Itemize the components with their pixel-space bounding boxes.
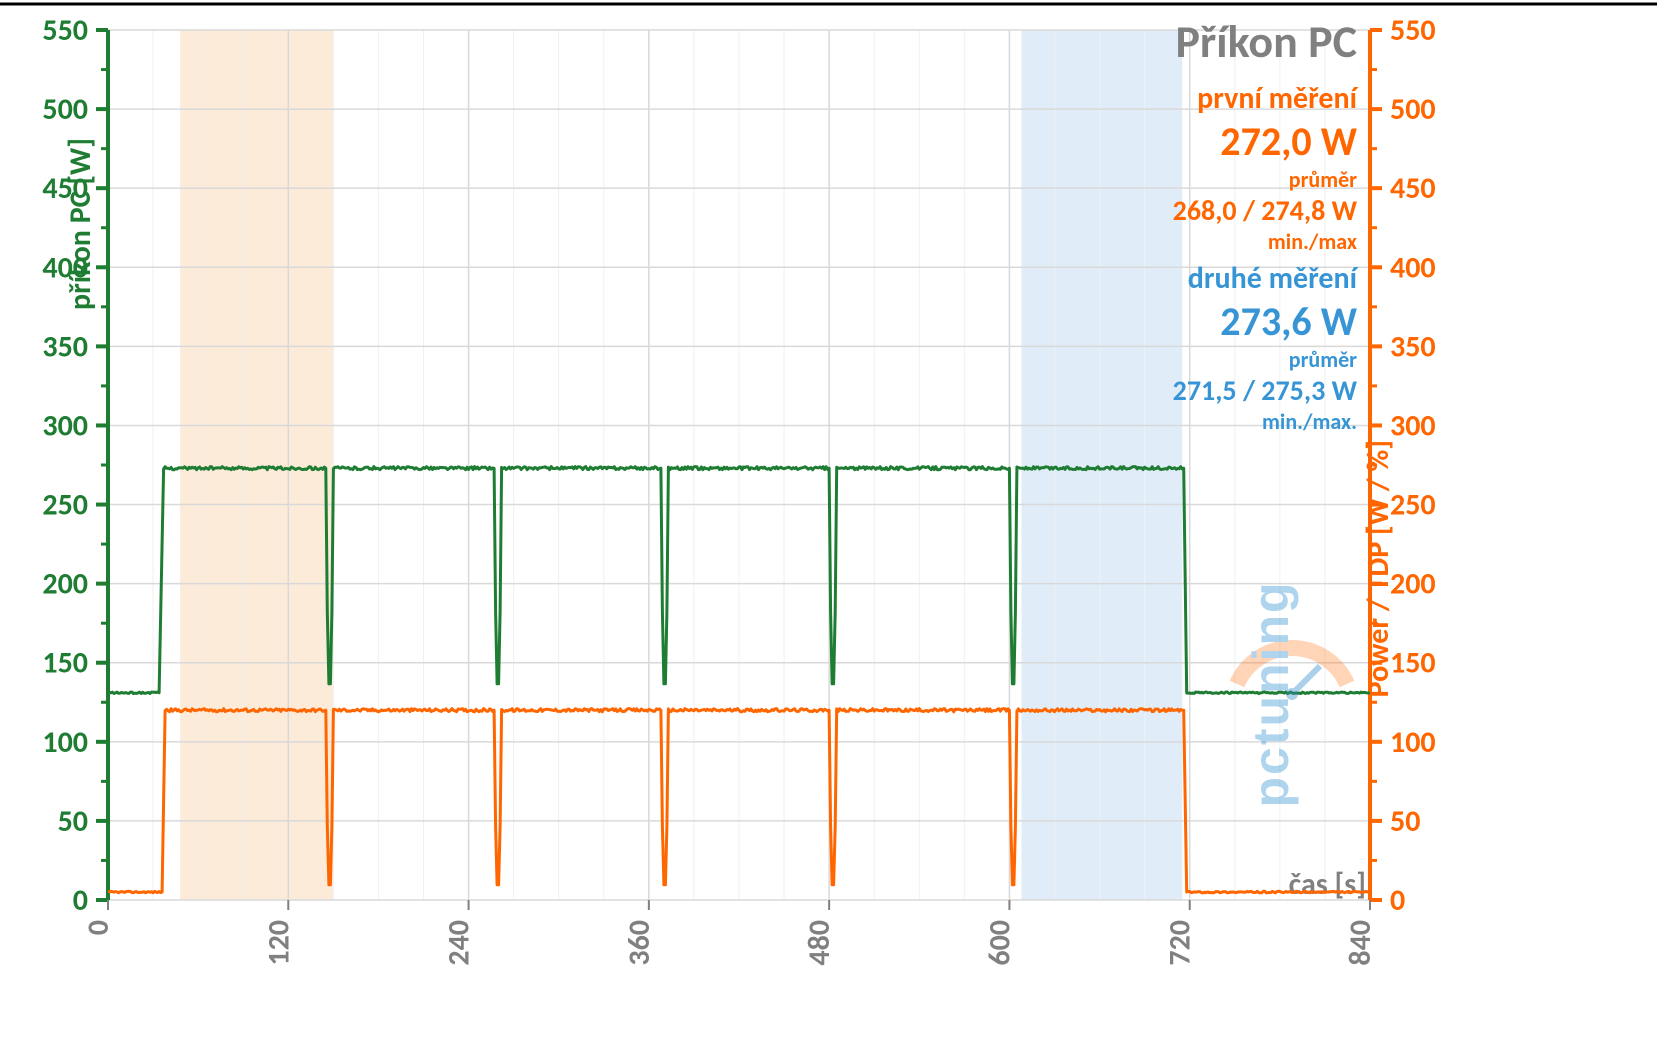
svg-text:Power / TDP [W / %]: Power / TDP [W / %] [1360, 440, 1397, 697]
svg-text:720: 720 [1162, 920, 1199, 966]
stats-first-heading: první měření [1173, 80, 1357, 117]
svg-text:350: 350 [1390, 328, 1436, 365]
svg-text:450: 450 [1390, 170, 1436, 207]
svg-text:300: 300 [1390, 407, 1436, 444]
stats-first-minmax-label: min./max [1173, 228, 1357, 255]
stats-second-minmax: 271,5 / 275,3 W [1173, 373, 1357, 408]
svg-text:350: 350 [42, 328, 88, 365]
svg-text:0: 0 [73, 882, 88, 919]
svg-text:550: 550 [42, 12, 88, 49]
svg-text:0: 0 [80, 920, 117, 935]
svg-text:čas [s]: čas [s] [1289, 866, 1366, 903]
chart-svg: 0 50 100 150 200 250 300 350 400 450 500 550 0 50 100 1… [0, 0, 1657, 1044]
svg-text:480: 480 [801, 920, 838, 966]
stats-second-heading: druhé měření [1173, 260, 1357, 297]
svg-text:550: 550 [1390, 12, 1436, 49]
svg-text:840: 840 [1342, 920, 1379, 966]
svg-text:100: 100 [42, 724, 88, 761]
stats-first: první měření 272,0 W průměr 268,0 / 274,… [1173, 80, 1357, 255]
svg-text:500: 500 [1390, 91, 1436, 128]
svg-text:400: 400 [1390, 249, 1436, 286]
stats-second: druhé měření 273,6 W průměr 271,5 / 275,… [1173, 260, 1357, 435]
stats-first-avg-label: průměr [1173, 166, 1357, 193]
svg-text:100: 100 [1390, 724, 1436, 761]
svg-text:50: 50 [58, 803, 88, 840]
chart-title: Příkon PC [1175, 14, 1357, 70]
svg-text:250: 250 [42, 487, 88, 524]
stats-second-minmax-label: min./max. [1173, 408, 1357, 435]
svg-text:50: 50 [1390, 803, 1420, 840]
svg-text:600: 600 [981, 920, 1018, 966]
svg-text:240: 240 [441, 920, 478, 966]
stats-second-avg-label: průměr [1173, 346, 1357, 373]
svg-text:120: 120 [260, 920, 297, 966]
svg-text:300: 300 [42, 407, 88, 444]
svg-text:0: 0 [1390, 882, 1405, 919]
chart-container: 0 50 100 150 200 250 300 350 400 450 500 550 0 50 100 1… [0, 0, 1657, 1044]
svg-text:500: 500 [42, 91, 88, 128]
svg-text:příkon PC [W]: příkon PC [W] [62, 138, 99, 310]
svg-text:150: 150 [42, 645, 88, 682]
svg-text:360: 360 [621, 920, 658, 966]
stats-second-avg: 273,6 W [1173, 297, 1357, 346]
stats-first-minmax: 268,0 / 274,8 W [1173, 193, 1357, 228]
stats-first-avg: 272,0 W [1173, 117, 1357, 166]
svg-text:200: 200 [42, 566, 88, 603]
